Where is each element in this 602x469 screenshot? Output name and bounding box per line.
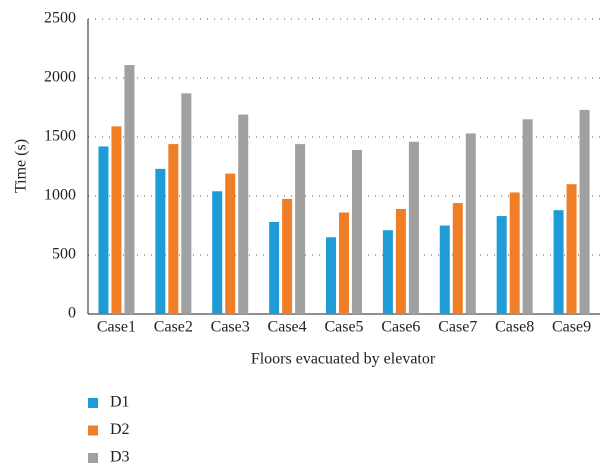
- bar: [155, 168, 166, 314]
- bar: [282, 198, 293, 314]
- legend-label: D2: [110, 421, 130, 438]
- y-tick-label: 1500: [44, 128, 76, 145]
- x-tick-label: Case1: [97, 319, 136, 336]
- y-tick-label: 0: [68, 305, 76, 322]
- x-tick-label: Case6: [381, 319, 420, 336]
- y-tick-label: 2500: [44, 10, 76, 27]
- x-tick-label: Case7: [438, 319, 477, 336]
- bar: [439, 225, 450, 314]
- bar: [168, 144, 179, 314]
- bar: [225, 173, 236, 314]
- y-tick-label: 500: [52, 246, 76, 263]
- x-tick-label: Case3: [211, 319, 250, 336]
- bar: [238, 114, 249, 314]
- bar: [395, 208, 406, 314]
- legend-swatch: [88, 398, 98, 408]
- bar: [408, 141, 419, 314]
- y-tick-label: 1000: [44, 187, 76, 204]
- x-tick-label: Case4: [268, 319, 307, 336]
- bar: [465, 133, 476, 314]
- x-tick-label: Case2: [154, 319, 193, 336]
- bar: [352, 149, 362, 314]
- bar: [509, 192, 520, 314]
- bar: [339, 212, 349, 314]
- legend-label: D1: [110, 394, 130, 411]
- x-axis-label: Floors evacuated by elevator: [251, 351, 436, 368]
- legend-label: D3: [110, 449, 130, 466]
- bar: [295, 144, 306, 314]
- bar: [553, 210, 564, 314]
- bar: [98, 146, 109, 314]
- legend-swatch: [88, 425, 98, 436]
- bar: [382, 230, 393, 314]
- bar: [212, 191, 223, 314]
- bar: [452, 203, 463, 314]
- legend-swatch: [88, 453, 98, 463]
- bar: [326, 237, 336, 314]
- bar: [579, 109, 590, 314]
- bar: [111, 126, 122, 314]
- bar: [522, 119, 533, 314]
- y-axis-label: Time (s): [13, 139, 30, 193]
- y-tick-label: 2000: [44, 69, 76, 86]
- bar: [124, 65, 135, 315]
- bar: [496, 216, 507, 314]
- bar: [269, 221, 280, 314]
- bar: [566, 184, 577, 314]
- x-tick-label: Case9: [552, 319, 591, 336]
- x-tick-label: Case8: [495, 319, 534, 336]
- x-tick-label: Case5: [324, 319, 363, 336]
- bar: [181, 93, 192, 314]
